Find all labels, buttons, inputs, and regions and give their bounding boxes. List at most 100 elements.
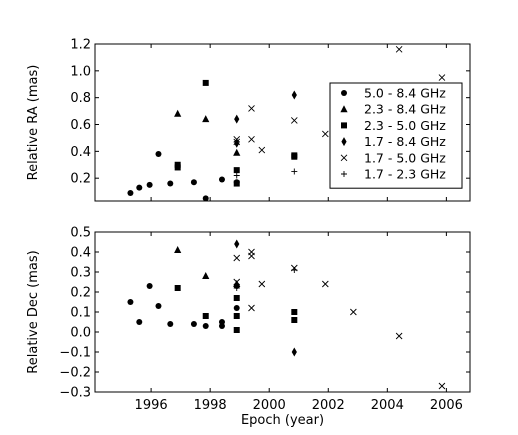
legend-box (329, 82, 463, 189)
x-tick-label: 1998 (194, 398, 227, 413)
x-tick-label: 2002 (312, 398, 345, 413)
circle-point (167, 321, 174, 327)
y-tick-label: −0.1 (59, 346, 91, 361)
x-point (438, 382, 446, 390)
x-point (233, 135, 241, 143)
y-tick-label: 0.6 (70, 118, 91, 133)
triangle-point (174, 109, 182, 117)
square-point (233, 167, 240, 174)
y-axis-label: Relative RA (mas) (26, 65, 41, 181)
x-tick-label: 1996 (135, 398, 168, 413)
dec-panel: −0.3 −0.2 −0.1 0.0 0.1 0.2 0.3 0.4 0.5 1996 1998 20… (26, 226, 471, 428)
circle-point (167, 180, 174, 187)
legend-entry-label: 1.7 - 5.0 GHz (364, 150, 446, 165)
square-point (291, 309, 298, 315)
circle-point (155, 303, 162, 309)
ra-panel: 0.2 0.4 0.6 0.8 1.0 1.2 Relative RA (mas) (26, 38, 471, 202)
circle-point (190, 179, 197, 186)
x-point (350, 308, 357, 316)
x-point (233, 278, 241, 286)
x-point (233, 138, 241, 146)
y-tick-label: 0.1 (70, 306, 91, 321)
x-point (321, 130, 329, 138)
triangle-point (233, 148, 241, 156)
circle-point (218, 176, 225, 183)
y-tick-label: 1.0 (70, 64, 91, 79)
diamond-point (291, 90, 297, 100)
square-point (291, 317, 298, 323)
y-tick-label: 0.2 (70, 172, 91, 187)
x-point (233, 254, 241, 262)
axes-frame (94, 43, 471, 202)
x-point (248, 105, 255, 112)
x-point (321, 280, 329, 288)
y-tick-label: 0.2 (70, 286, 91, 301)
circle-point (155, 151, 162, 158)
x-point (438, 74, 446, 81)
axes-frame (94, 231, 471, 393)
y-tick-label: 0.0 (70, 326, 91, 341)
x-tick-label: 2000 (253, 398, 286, 413)
legend-entry-label: 1.7 - 8.4 GHz (364, 134, 446, 149)
y-tick-label: 0.4 (70, 246, 91, 261)
diamond-point (234, 239, 240, 249)
diamond-point (291, 347, 297, 357)
y-tick-label: 0.8 (70, 91, 91, 106)
y-tick-label: 0.5 (70, 226, 91, 241)
square-point (233, 313, 240, 319)
x-point (248, 135, 255, 143)
triangle-point (233, 280, 241, 287)
square-point (174, 285, 181, 291)
square-point (202, 313, 209, 319)
circle-point (146, 181, 153, 188)
legend-square-icon (341, 122, 347, 129)
triangle-point (202, 115, 210, 123)
diamond-point (234, 114, 240, 124)
circle-point (127, 189, 134, 196)
x-point (258, 280, 266, 288)
plus-point (291, 168, 298, 175)
plus-point (233, 172, 240, 179)
triangle-point (202, 272, 210, 279)
circle-point (190, 321, 197, 327)
square-point (233, 327, 240, 333)
legend-plus-icon (341, 171, 347, 177)
legend-triangle-icon (340, 105, 348, 113)
y-axis-label: Relative Dec (mas) (26, 250, 41, 373)
circle-point (233, 305, 240, 311)
legend-entry-label: 5.0 - 8.4 GHz (364, 86, 446, 101)
x-point (395, 332, 403, 340)
circle-point (136, 319, 143, 325)
y-tick-label: 0.4 (70, 145, 91, 160)
y-tick-label: −0.3 (59, 386, 91, 401)
legend-circle-icon (341, 90, 347, 96)
circle-point (146, 283, 153, 289)
y-tick-label: 0.3 (70, 266, 91, 281)
x-tick-label: 2006 (430, 398, 463, 413)
circle-point (127, 299, 134, 305)
y-tick-label: 1.2 (70, 38, 91, 53)
x-point (395, 46, 403, 53)
x-point (258, 146, 266, 154)
x-point (248, 304, 255, 312)
legend-entry-label: 1.7 - 2.3 GHz (364, 167, 446, 182)
x-axis-label: Epoch (year) (241, 413, 324, 428)
square-point (233, 295, 240, 301)
legend-entry-label: 2.3 - 8.4 GHz (364, 102, 446, 117)
y-tick-label: −0.2 (59, 366, 91, 381)
square-point (202, 79, 209, 86)
circle-point (202, 195, 209, 202)
plus-point (233, 285, 240, 291)
circle-point (136, 184, 143, 191)
x-tick-label: 2004 (371, 398, 404, 413)
plus-point (291, 267, 298, 273)
legend-x-icon (340, 154, 348, 162)
square-point (174, 164, 181, 171)
circle-point (202, 323, 209, 329)
circle-point (218, 323, 225, 329)
square-point (233, 180, 240, 187)
legend-entry-label: 2.3 - 5.0 GHz (364, 118, 446, 133)
square-point (291, 153, 298, 160)
